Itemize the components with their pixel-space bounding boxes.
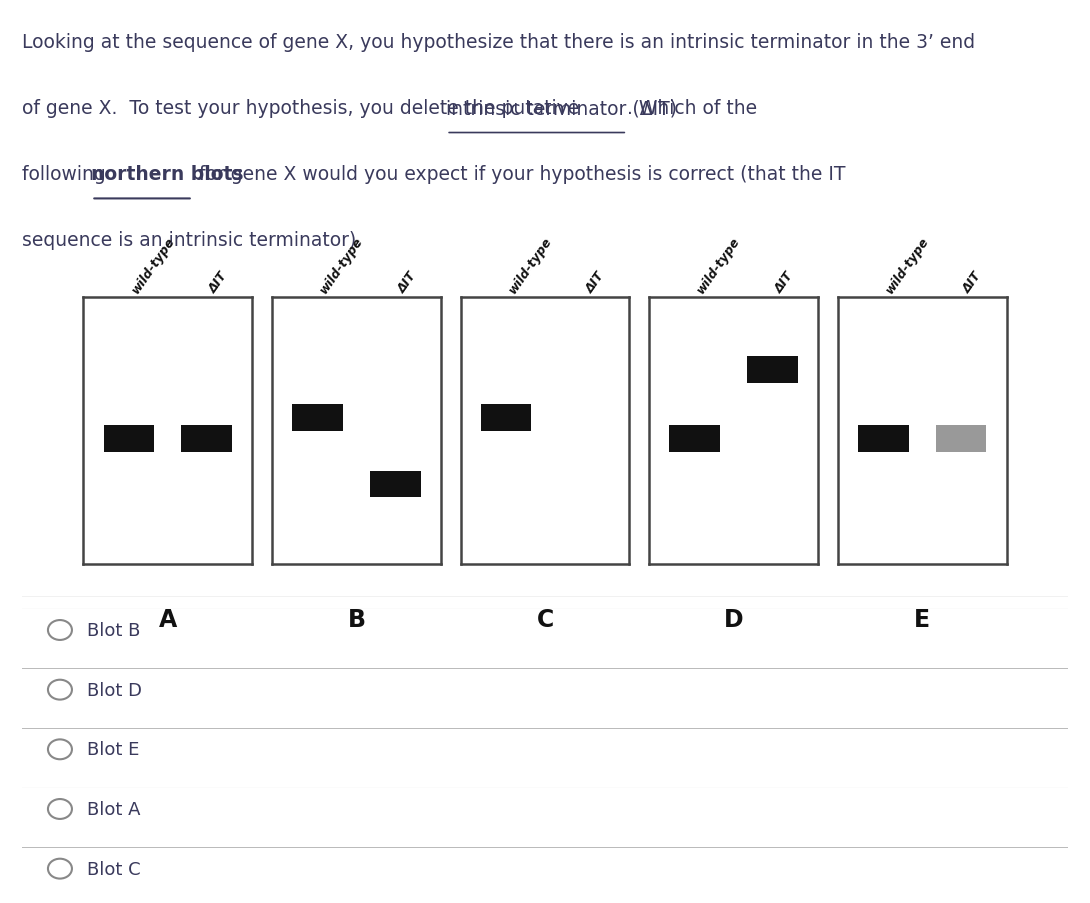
Text: wild-type: wild-type	[694, 234, 743, 295]
Text: for gene X would you expect if your hypothesis is correct (that the IT: for gene X would you expect if your hypo…	[193, 165, 845, 184]
Bar	[104, 426, 155, 452]
Bar	[935, 426, 986, 452]
Text: wild-type: wild-type	[129, 234, 178, 295]
Text: B: B	[348, 608, 365, 632]
Text: ΔIT: ΔIT	[207, 269, 230, 295]
Text: wild-type: wild-type	[317, 234, 366, 295]
Bar	[481, 405, 532, 432]
Text: D: D	[724, 608, 743, 632]
Text: ΔIT: ΔIT	[396, 269, 419, 295]
Text: following: following	[22, 165, 111, 184]
Text: wild-type: wild-type	[506, 234, 555, 295]
Text: Blot B: Blot B	[87, 621, 141, 639]
Text: ΔIT: ΔIT	[773, 269, 796, 295]
Bar	[747, 357, 798, 383]
Text: of gene X.  To test your hypothesis, you delete the putative: of gene X. To test your hypothesis, you …	[22, 99, 585, 118]
Bar	[370, 471, 421, 498]
Text: intrinsic terminator (ΔIT): intrinsic terminator (ΔIT)	[446, 99, 677, 118]
Bar	[669, 426, 720, 452]
Text: . Which of the: . Which of the	[627, 99, 758, 118]
Text: ΔIT: ΔIT	[961, 269, 984, 295]
Text: Looking at the sequence of gene X, you hypothesize that there is an intrinsic te: Looking at the sequence of gene X, you h…	[22, 33, 974, 52]
Text: sequence is an intrinsic terminator).: sequence is an intrinsic terminator).	[22, 231, 362, 250]
Text: Blot D: Blot D	[87, 681, 142, 699]
Text: wild-type: wild-type	[883, 234, 932, 295]
Text: C: C	[536, 608, 554, 632]
Text: ΔIT: ΔIT	[584, 269, 607, 295]
Bar	[181, 426, 232, 452]
Text: E: E	[915, 608, 930, 632]
Text: Blot A: Blot A	[87, 800, 141, 818]
Text: A: A	[159, 608, 177, 632]
Text: Blot C: Blot C	[87, 860, 141, 878]
Text: Blot E: Blot E	[87, 740, 140, 759]
Bar	[858, 426, 909, 452]
Bar	[292, 405, 343, 432]
Text: northern blots: northern blots	[92, 165, 244, 184]
